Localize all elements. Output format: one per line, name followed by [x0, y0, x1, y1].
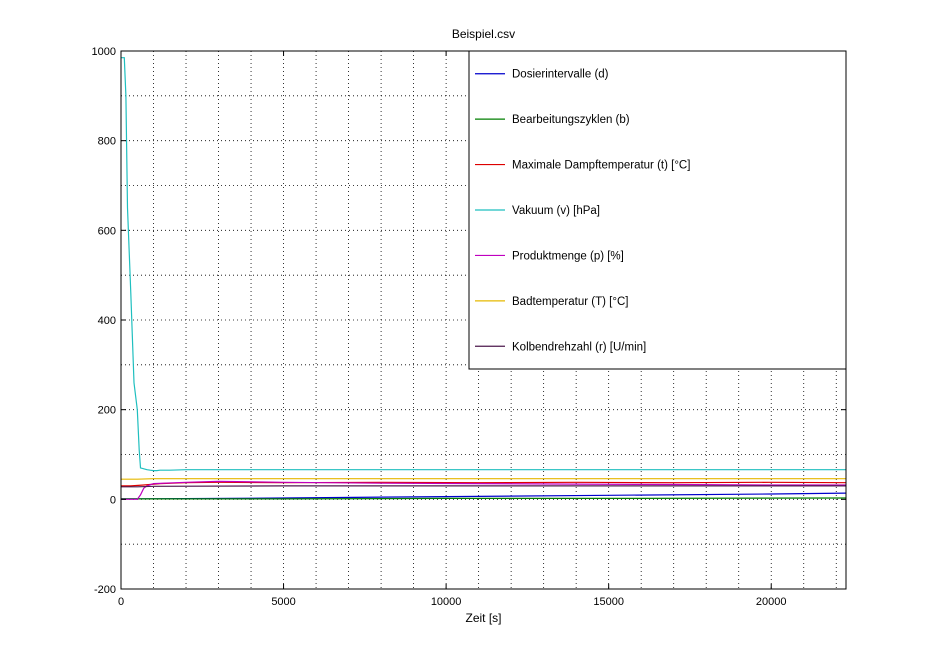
x-tick-label: 5000	[271, 596, 295, 608]
y-tick-label: 200	[98, 405, 116, 417]
y-tick-label: 600	[98, 225, 116, 237]
series-line-2	[121, 497, 847, 500]
legend-entry: Bearbeitungszyklen (b)	[512, 114, 630, 126]
chart-title: Beispiel.csv	[452, 27, 515, 41]
x-tick-label: 0	[118, 596, 124, 608]
legend-entry: Dosierintervalle (d)	[512, 69, 609, 81]
y-tick-label: 800	[98, 136, 116, 148]
series-lines	[121, 57, 847, 500]
axis-ticks: 0 5000 10000 15000 20000-2000200400600800100…	[92, 46, 846, 608]
y-tick-label: -200	[94, 584, 116, 596]
series-line-7	[121, 485, 846, 488]
legend: Dosierintervalle (d) Bearbeitungszyklen (…	[468, 50, 847, 370]
legend-entry: Badtemperatur (T) [°C]	[512, 296, 628, 308]
legend-entry: Maximale Dampftemperatur (t) [°C]	[512, 160, 690, 172]
legend-entry: Kolbendrehzahl (r) [U/min]	[512, 341, 646, 353]
x-tick-label: 20000	[756, 596, 787, 608]
x-tick-label: 15000	[593, 596, 624, 608]
y-tick-label: 400	[98, 315, 116, 327]
x-axis-title: Zeit [s]	[465, 611, 501, 625]
legend-entry: Produktmenge (p) [%]	[512, 250, 624, 262]
legend-entry: Vakuum (v) [hPa]	[512, 205, 600, 217]
series-line-4	[121, 57, 846, 472]
series-line-6	[121, 478, 846, 480]
x-tick-label: 10000	[431, 596, 462, 608]
legend-box	[468, 50, 847, 370]
y-tick-label: 1000	[92, 46, 116, 58]
series-line-5	[121, 480, 846, 500]
y-tick-label: 0	[110, 494, 116, 506]
